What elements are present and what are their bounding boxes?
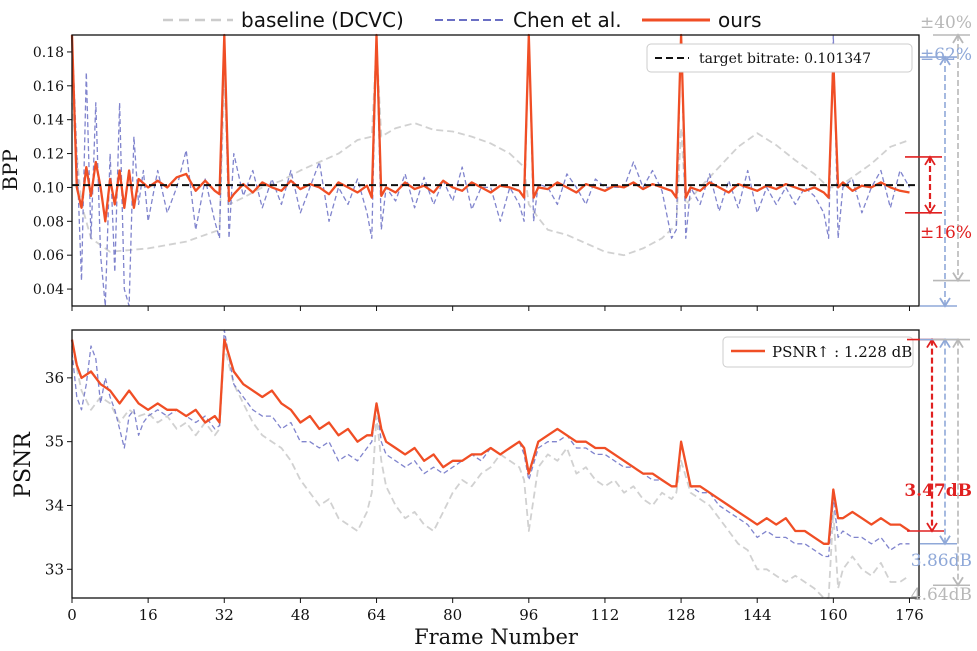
- xtick-label: 160: [819, 606, 848, 624]
- series-line-chen-et-al: [71, 329, 910, 558]
- psnr-axes-frame: [71, 329, 920, 599]
- annotation-arrowhead: [952, 272, 964, 283]
- xtick-label: 176: [895, 606, 924, 624]
- xtick-label: 16: [139, 606, 158, 624]
- series-line-baseline-dcvc: [71, 42, 910, 257]
- ytick-label: 0.04: [33, 282, 64, 298]
- bpp-ylabel: BPP: [0, 149, 22, 191]
- bpp-axes-frame: [71, 34, 920, 307]
- xtick-label: 80: [443, 606, 462, 624]
- psnr-xticks: 0 16 32 48 64 80 96 112 128 144 160 176: [67, 598, 924, 624]
- annotation-arrowhead: [924, 204, 936, 215]
- xtick-label: 0: [67, 606, 77, 624]
- series-line-ours: [70, 338, 911, 545]
- annotation-arrowhead: [926, 522, 938, 533]
- annotation-arrowhead: [952, 576, 964, 587]
- annotation-label: ±16%: [920, 223, 972, 243]
- annotation-arrowhead: [939, 55, 951, 66]
- ytick-label: 0.18: [33, 45, 64, 61]
- legend-chen-label: Chen et al.: [513, 8, 622, 32]
- xtick-label: 128: [667, 606, 696, 624]
- legend-ours-label: ours: [718, 8, 762, 32]
- annotation-arrowhead: [952, 33, 964, 44]
- annotation-label: 3.47dB: [904, 481, 972, 501]
- bpp-yticks: 0.04 0.06 0.08 0.10 0.12 0.14 0.16 0.18: [33, 45, 72, 298]
- annotation-arrowhead: [924, 155, 936, 166]
- ytick-label: 33: [45, 560, 64, 578]
- xaxis-label: Frame Number: [414, 625, 579, 649]
- annotation-label: ±62%: [920, 45, 972, 65]
- annotation-arrowhead: [952, 337, 964, 349]
- psnr-ylabel: PSNR: [11, 431, 36, 498]
- ytick-label: 0.10: [33, 180, 64, 196]
- bpp-panel: BPP 0.04 0.06 0.08 0.10 0.12 0.14 0.16 0.18 tar…: [0, 33, 920, 311]
- ytick-label: 0.16: [33, 79, 64, 95]
- ytick-label: 35: [45, 433, 64, 451]
- target-bitrate-label: target bitrate: 0.101347: [699, 51, 871, 67]
- ytick-label: 0.12: [33, 147, 64, 163]
- range-annotations: ±40% ±62% ±16% 3.47dB 3.86dB 4.64dB: [904, 13, 972, 605]
- xtick-label: 112: [591, 606, 620, 624]
- bpp-series: [70, 33, 911, 307]
- annotation-label: 4.64dB: [911, 585, 972, 605]
- legend-baseline-label: baseline (DCVC): [241, 8, 404, 32]
- annotation-arrowhead: [939, 297, 951, 308]
- top-legend: baseline (DCVC) Chen et al. ours: [163, 8, 762, 32]
- series-line-chen-et-al: [71, 34, 911, 307]
- bpp-legend-box: [646, 43, 913, 73]
- xtick-label: 32: [215, 606, 234, 624]
- psnr-legend-box: [722, 336, 914, 368]
- series-line-ours: [70, 33, 910, 223]
- bpp-legend: target bitrate: 0.101347: [646, 43, 913, 73]
- xtick-label: 64: [367, 606, 386, 624]
- ytick-label: 0.06: [33, 248, 64, 264]
- annotation-label: ±40%: [920, 13, 972, 33]
- psnr-legend: PSNR↑ : 1.228 dB: [722, 336, 914, 368]
- ytick-label: 36: [45, 369, 64, 387]
- ytick-label: 0.08: [33, 214, 64, 230]
- annotation-arrowhead: [939, 535, 951, 546]
- psnr-panel: PSNR 33 34 35 36 0 16 32 48 64 80 96 112 128 144 160 1…: [11, 329, 924, 649]
- psnr-yticks: 33 34 35 36: [45, 369, 72, 578]
- annotation-label: 3.86dB: [911, 551, 972, 571]
- series-line-baseline-dcvc: [71, 345, 910, 599]
- xtick-label: 96: [519, 606, 538, 624]
- psnr-series: [70, 329, 911, 599]
- bpp-xticks: [71, 306, 910, 311]
- psnr-legend-label: PSNR↑ : 1.228 dB: [772, 343, 912, 361]
- ytick-label: 34: [45, 496, 64, 514]
- xtick-label: 48: [291, 606, 310, 624]
- ytick-label: 0.14: [33, 113, 64, 129]
- xtick-label: 144: [743, 606, 772, 624]
